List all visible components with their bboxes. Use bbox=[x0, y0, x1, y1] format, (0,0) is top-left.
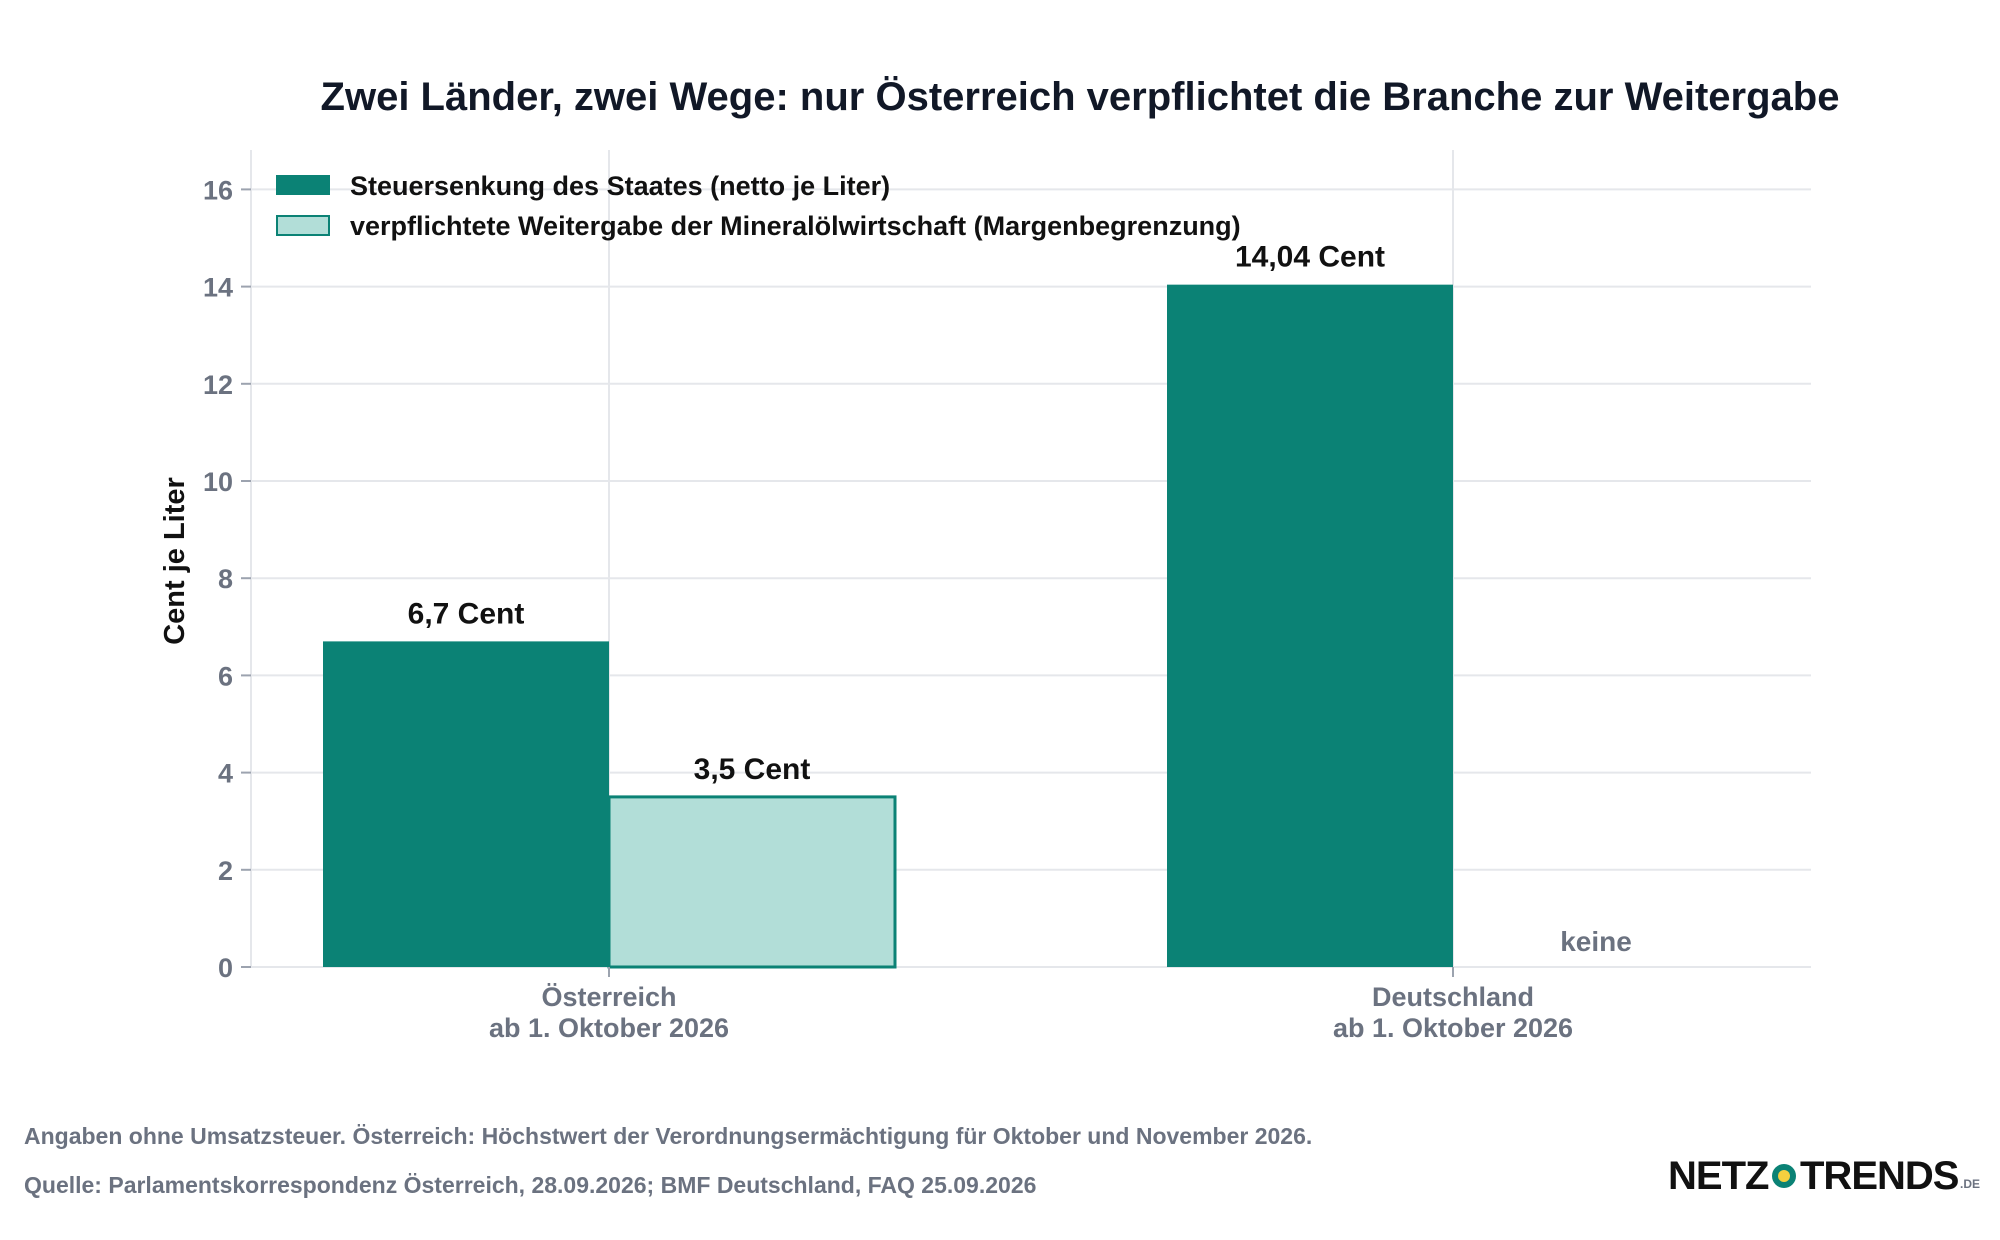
y-axis-label: Cent je Liter bbox=[159, 477, 191, 645]
chart-title: Zwei Länder, zwei Wege: nur Österreich v… bbox=[321, 74, 1840, 119]
legend-label-tax-cut: Steuersenkung des Staates (netto je Lite… bbox=[350, 171, 890, 201]
x-tick-label: Deutschland bbox=[1372, 982, 1534, 1012]
y-tick-label: 4 bbox=[218, 759, 233, 789]
bar bbox=[607, 795, 897, 969]
legend-swatch-tax-cut bbox=[276, 175, 330, 195]
x-tick-label: ab 1. Oktober 2026 bbox=[1333, 1013, 1573, 1043]
netztrends-logo: NETZ TRENDS .DE bbox=[1668, 1154, 1980, 1198]
y-tick-label: 10 bbox=[203, 467, 233, 497]
data-label: keine bbox=[1560, 926, 1632, 957]
footer-source: Quelle: Parlamentskorrespondenz Österrei… bbox=[24, 1172, 1036, 1198]
y-tick-label: 0 bbox=[218, 953, 233, 983]
footer-note: Angaben ohne Umsatzsteuer. Österreich: H… bbox=[24, 1123, 1312, 1149]
data-label: 6,7 Cent bbox=[408, 597, 525, 630]
bar bbox=[323, 641, 609, 967]
y-tick-label: 16 bbox=[203, 175, 233, 205]
y-tick-label: 8 bbox=[218, 564, 233, 594]
legend: Steuersenkung des Staates (netto je Lite… bbox=[276, 171, 1241, 241]
data-label: 3,5 Cent bbox=[694, 753, 811, 786]
logo-text-left: NETZ bbox=[1668, 1154, 1769, 1198]
logo-suffix: .DE bbox=[1960, 1177, 1980, 1191]
y-tick-label: 12 bbox=[203, 370, 233, 400]
legend-label-pass-through: verpflichtete Weitergabe der Mineralölwi… bbox=[350, 211, 1241, 241]
y-tick-label: 2 bbox=[218, 856, 233, 886]
data-labels: 6,7 Cent 14,04 Cent 3,5 Cent keine bbox=[408, 241, 1632, 957]
logo-dot-center bbox=[1778, 1170, 1790, 1182]
bar bbox=[1167, 284, 1453, 967]
y-tick-label: 14 bbox=[203, 273, 233, 303]
logo-text-right: TRENDS bbox=[1800, 1154, 1959, 1198]
legend-swatch-pass-through bbox=[276, 215, 330, 236]
y-tick-label: 6 bbox=[218, 661, 233, 691]
x-tick-label: Österreich bbox=[541, 982, 676, 1012]
x-tick-label: ab 1. Oktober 2026 bbox=[489, 1013, 729, 1043]
bars bbox=[323, 284, 1453, 969]
data-label: 14,04 Cent bbox=[1235, 241, 1385, 274]
